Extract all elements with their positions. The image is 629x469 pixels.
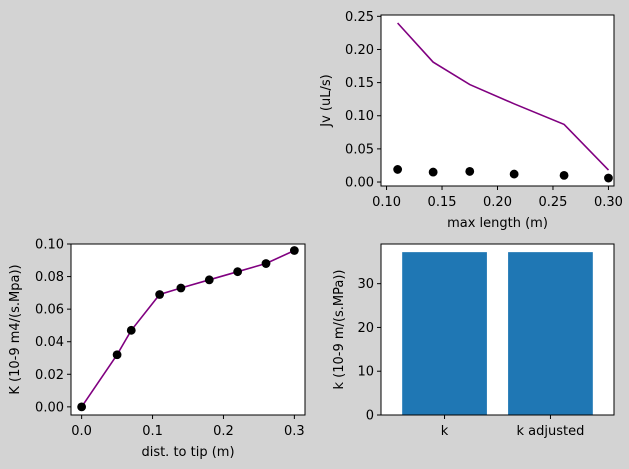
y-tick-label: 0.10 (345, 109, 374, 124)
x-tick-label: k adjusted (517, 424, 585, 439)
data-point (77, 402, 87, 412)
data-point (126, 325, 136, 335)
data-point (604, 173, 613, 183)
plot-area (381, 15, 614, 186)
y-tick-label: 10 (357, 365, 374, 380)
jv-chart: 0.00 0.05 0.10 0.15 0.20 0.25 0.10 0.15 0.20 0.25… (319, 10, 623, 231)
y-axis-label: k (10-9 m/(s.MPa)) (332, 270, 347, 390)
x-axis-label: max length (m) (447, 216, 548, 231)
plot-area (71, 244, 305, 415)
x-tick-label: k (441, 424, 449, 439)
y-tick-label: 0.15 (345, 76, 374, 91)
x-tick-label: 0.30 (594, 195, 623, 210)
x-tick-label: 0.20 (483, 195, 512, 210)
data-point (233, 267, 243, 277)
x-tick-label: 0.2 (213, 424, 234, 439)
x-tick-label: 0.3 (284, 424, 305, 439)
data-point (261, 259, 271, 268)
y-axis-label: Jv (uL/s) (319, 74, 334, 127)
y-tick-label: 0.00 (35, 400, 64, 415)
y-tick-label: 0.02 (35, 368, 64, 383)
data-point (509, 169, 519, 179)
data-point (155, 290, 165, 299)
data-point (204, 275, 214, 285)
conductance-chart: 0.00 0.02 0.04 0.06 0.08 0.10 0.0 0.1 0.2 0.3 dist… (8, 238, 306, 460)
y-tick-label: 0.04 (35, 335, 64, 350)
data-point (393, 165, 403, 174)
y-tick-label: 0.00 (345, 176, 374, 191)
data-point (112, 350, 122, 360)
data-point (465, 167, 475, 176)
plot-frame (70, 243, 306, 416)
data-point (559, 170, 569, 180)
y-tick-label: 0.10 (35, 238, 64, 253)
x-axis-label: dist. to tip (m) (141, 445, 234, 460)
data-point (176, 283, 186, 293)
bar (508, 252, 593, 415)
y-tick-label: 20 (357, 321, 374, 336)
y-tick-label: 0.06 (35, 303, 64, 318)
y-tick-label: 0.08 (35, 270, 64, 285)
data-point (289, 246, 299, 255)
bar (402, 252, 487, 415)
conductivity-bar-chart: 0 10 20 30 k k adjusted k (10-9 m/(s.MPa)) (332, 243, 615, 439)
y-axis-label: K (10-9 m4/(s.Mpa)) (8, 264, 23, 394)
x-tick-label: 0.0 (71, 424, 92, 439)
y-tick-label: 30 (357, 277, 374, 292)
x-tick-label: 0.10 (372, 195, 401, 210)
y-tick-label: 0.25 (345, 10, 374, 25)
x-tick-label: 0.1 (142, 424, 163, 439)
series-line (397, 22, 610, 171)
y-tick-label: 0 (366, 409, 374, 424)
plot-frame (380, 243, 615, 416)
x-tick-label: 0.15 (428, 195, 457, 210)
y-tick-label: 0.05 (345, 142, 374, 157)
y-tick-label: 0.20 (345, 43, 374, 58)
data-point (428, 167, 438, 177)
x-tick-label: 0.25 (538, 195, 567, 210)
